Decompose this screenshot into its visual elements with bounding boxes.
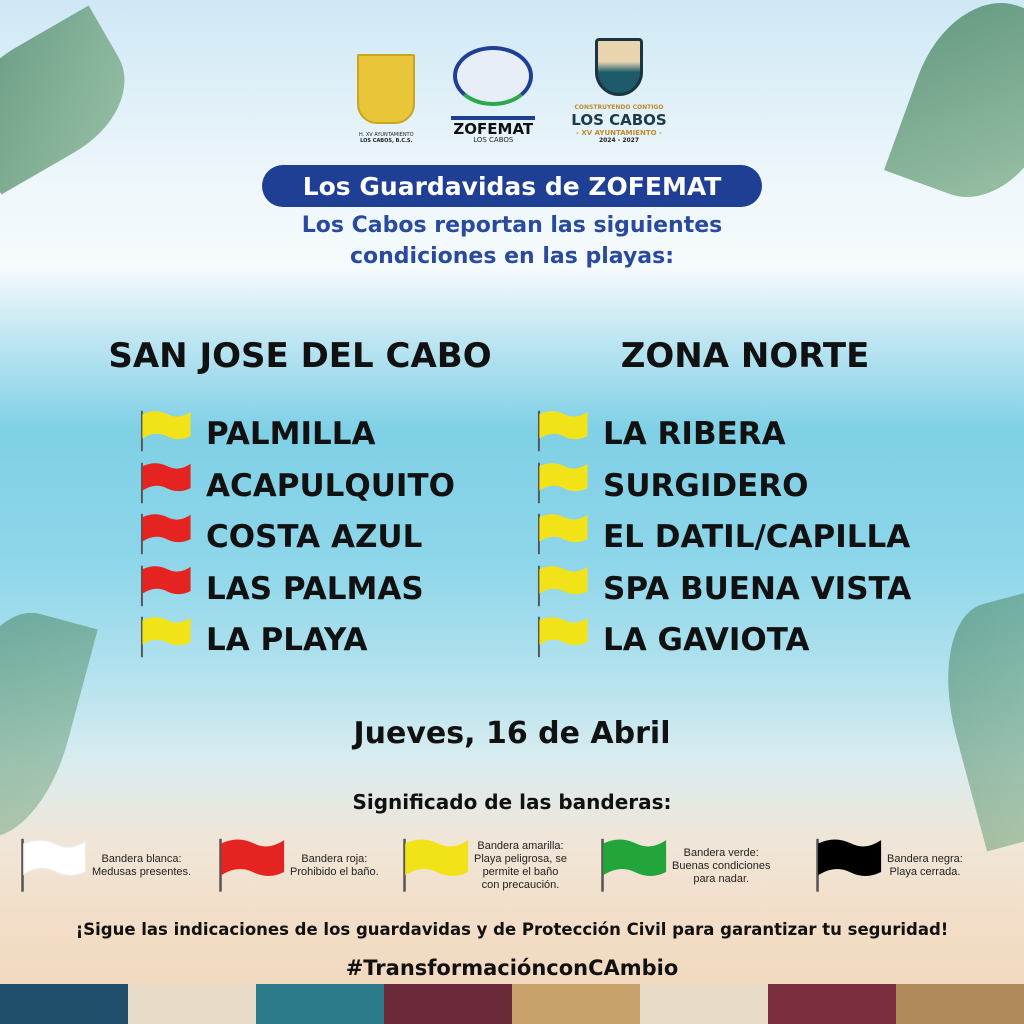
yellow-flag-icon — [140, 614, 192, 666]
flag-icon — [402, 836, 470, 896]
legend-text: con precaución. — [481, 879, 560, 891]
legend-text: Buenas condiciones — [672, 859, 771, 872]
beach-item: COSTA AZUL — [140, 513, 423, 559]
beach-item: LA RIBERA — [537, 410, 786, 456]
subtitle-line: condiciones en las playas: — [349, 244, 675, 269]
legend-item: Bandera negra: Playa cerrada. — [815, 836, 963, 896]
beach-name: LA RIBERA — [603, 416, 786, 452]
legend-text: Playa peligrosa, se — [474, 853, 567, 865]
beach-item: ACAPULQUITO — [140, 462, 455, 508]
beach-item: SPA BUENA VISTA — [537, 565, 912, 611]
beach-name: COSTA AZUL — [206, 519, 423, 555]
column-title-san-jose: SAN JOSE DEL CABO — [108, 336, 492, 376]
logo-text: H. XV AYUNTAMIENTO — [359, 132, 414, 138]
logo-text: ZOFEMAT — [453, 120, 534, 138]
subtitle-line: Los Cabos reportan las siguientes — [301, 213, 723, 238]
legend-text: Bandera negra: — [887, 853, 963, 865]
report-date: Jueves, 16 de Abril — [353, 716, 671, 751]
logos: H. XV AYUNTAMIENTO LOS CABOS, B.C.S. ZOF… — [0, 38, 1024, 144]
beach-item: LA PLAYA — [140, 616, 368, 662]
yellow-flag-icon — [537, 563, 589, 615]
legend-description: Bandera roja: Prohibido el baño. — [290, 853, 379, 879]
logo-text: 2024 - 2027 — [598, 137, 640, 144]
subtitle: Los Cabos reportan las siguientes condic… — [0, 210, 1024, 272]
beach-name: LA PLAYA — [206, 622, 368, 658]
red-flag-icon — [140, 460, 192, 512]
logo-text: CONSTRUYENDO CONTIGO — [574, 104, 664, 111]
beach-item: LAS PALMAS — [140, 565, 424, 611]
beach-name: SPA BUENA VISTA — [603, 571, 912, 607]
los-cabos-logo: CONSTRUYENDO CONTIGO LOS CABOS - XV AYUN… — [571, 38, 667, 144]
legend-description: Bandera blanca: Medusas presentes. — [92, 853, 191, 879]
logo-text: - XV AYUNTAMIENTO - — [576, 129, 662, 137]
ayuntamiento-logo: H. XV AYUNTAMIENTO LOS CABOS, B.C.S. — [357, 54, 416, 144]
legend-item: Bandera roja: Prohibido el baño. — [218, 836, 379, 896]
beach-item: LA GAVIOTA — [537, 616, 810, 662]
legend-text: Prohibido el baño. — [290, 866, 379, 878]
title-banner: Los Guardavidas de ZOFEMAT — [262, 165, 762, 207]
red-flag-icon — [140, 563, 192, 615]
logo-text: LOS CABOS — [571, 111, 667, 129]
column-title-zona-norte: ZONA NORTE — [620, 336, 870, 376]
zofemat-logo: ZOFEMAT LOS CABOS — [451, 46, 536, 144]
beach-name: LA GAVIOTA — [603, 622, 810, 658]
flag-icon — [815, 836, 883, 896]
hashtag: #TransformaciónconCAmbio — [345, 956, 679, 980]
beach-name: PALMILLA — [206, 416, 376, 452]
legend-description: Bandera negra: Playa cerrada. — [887, 853, 963, 879]
flag-icon — [600, 836, 668, 896]
beach-item: EL DATIL/CAPILLA — [537, 513, 911, 559]
beach-item: PALMILLA — [140, 410, 376, 456]
legend-text: permite el baño — [482, 866, 559, 878]
flag-icon — [218, 836, 286, 896]
legend-description: Bandera amarilla: Playa peligrosa, se perm… — [474, 840, 567, 892]
beach-name: ACAPULQUITO — [206, 468, 455, 504]
legend-text: Playa cerrada. — [889, 866, 961, 878]
yellow-flag-icon — [537, 408, 589, 460]
legend-text: para nadar. — [693, 872, 750, 885]
beach-item: SURGIDERO — [537, 462, 809, 508]
red-flag-icon — [140, 511, 192, 563]
beach-name: SURGIDERO — [603, 468, 809, 504]
yellow-flag-icon — [537, 511, 589, 563]
legend-text: Medusas presentes. — [92, 866, 192, 878]
yellow-flag-icon — [537, 460, 589, 512]
legend-item: Bandera blanca: Medusas presentes. — [20, 836, 191, 896]
yellow-flag-icon — [537, 614, 589, 666]
legend-text: Bandera blanca: — [101, 853, 182, 865]
legend-text: Bandera verde: — [683, 846, 759, 859]
logo-text: LOS CABOS, B.C.S. — [360, 138, 413, 144]
legend-description: Bandera verde: Buenas condiciones para nad… — [672, 847, 770, 886]
decorative-pattern-strip — [0, 984, 1024, 1024]
legend-text: Bandera amarilla: — [477, 840, 564, 852]
safety-notice: ¡Sigue las indicaciones de los guardavid… — [75, 920, 949, 939]
yellow-flag-icon — [140, 408, 192, 460]
beach-name: EL DATIL/CAPILLA — [603, 519, 911, 555]
legend-title: Significado de las banderas: — [352, 790, 672, 814]
flag-icon — [20, 836, 88, 896]
legend-item: Bandera amarilla: Playa peligrosa, se perm… — [402, 836, 567, 896]
logo-text: LOS CABOS — [473, 136, 514, 144]
legend-text: Bandera roja: — [301, 853, 368, 865]
beach-name: LAS PALMAS — [206, 571, 424, 607]
legend-item: Bandera verde: Buenas condiciones para nad… — [600, 836, 770, 896]
